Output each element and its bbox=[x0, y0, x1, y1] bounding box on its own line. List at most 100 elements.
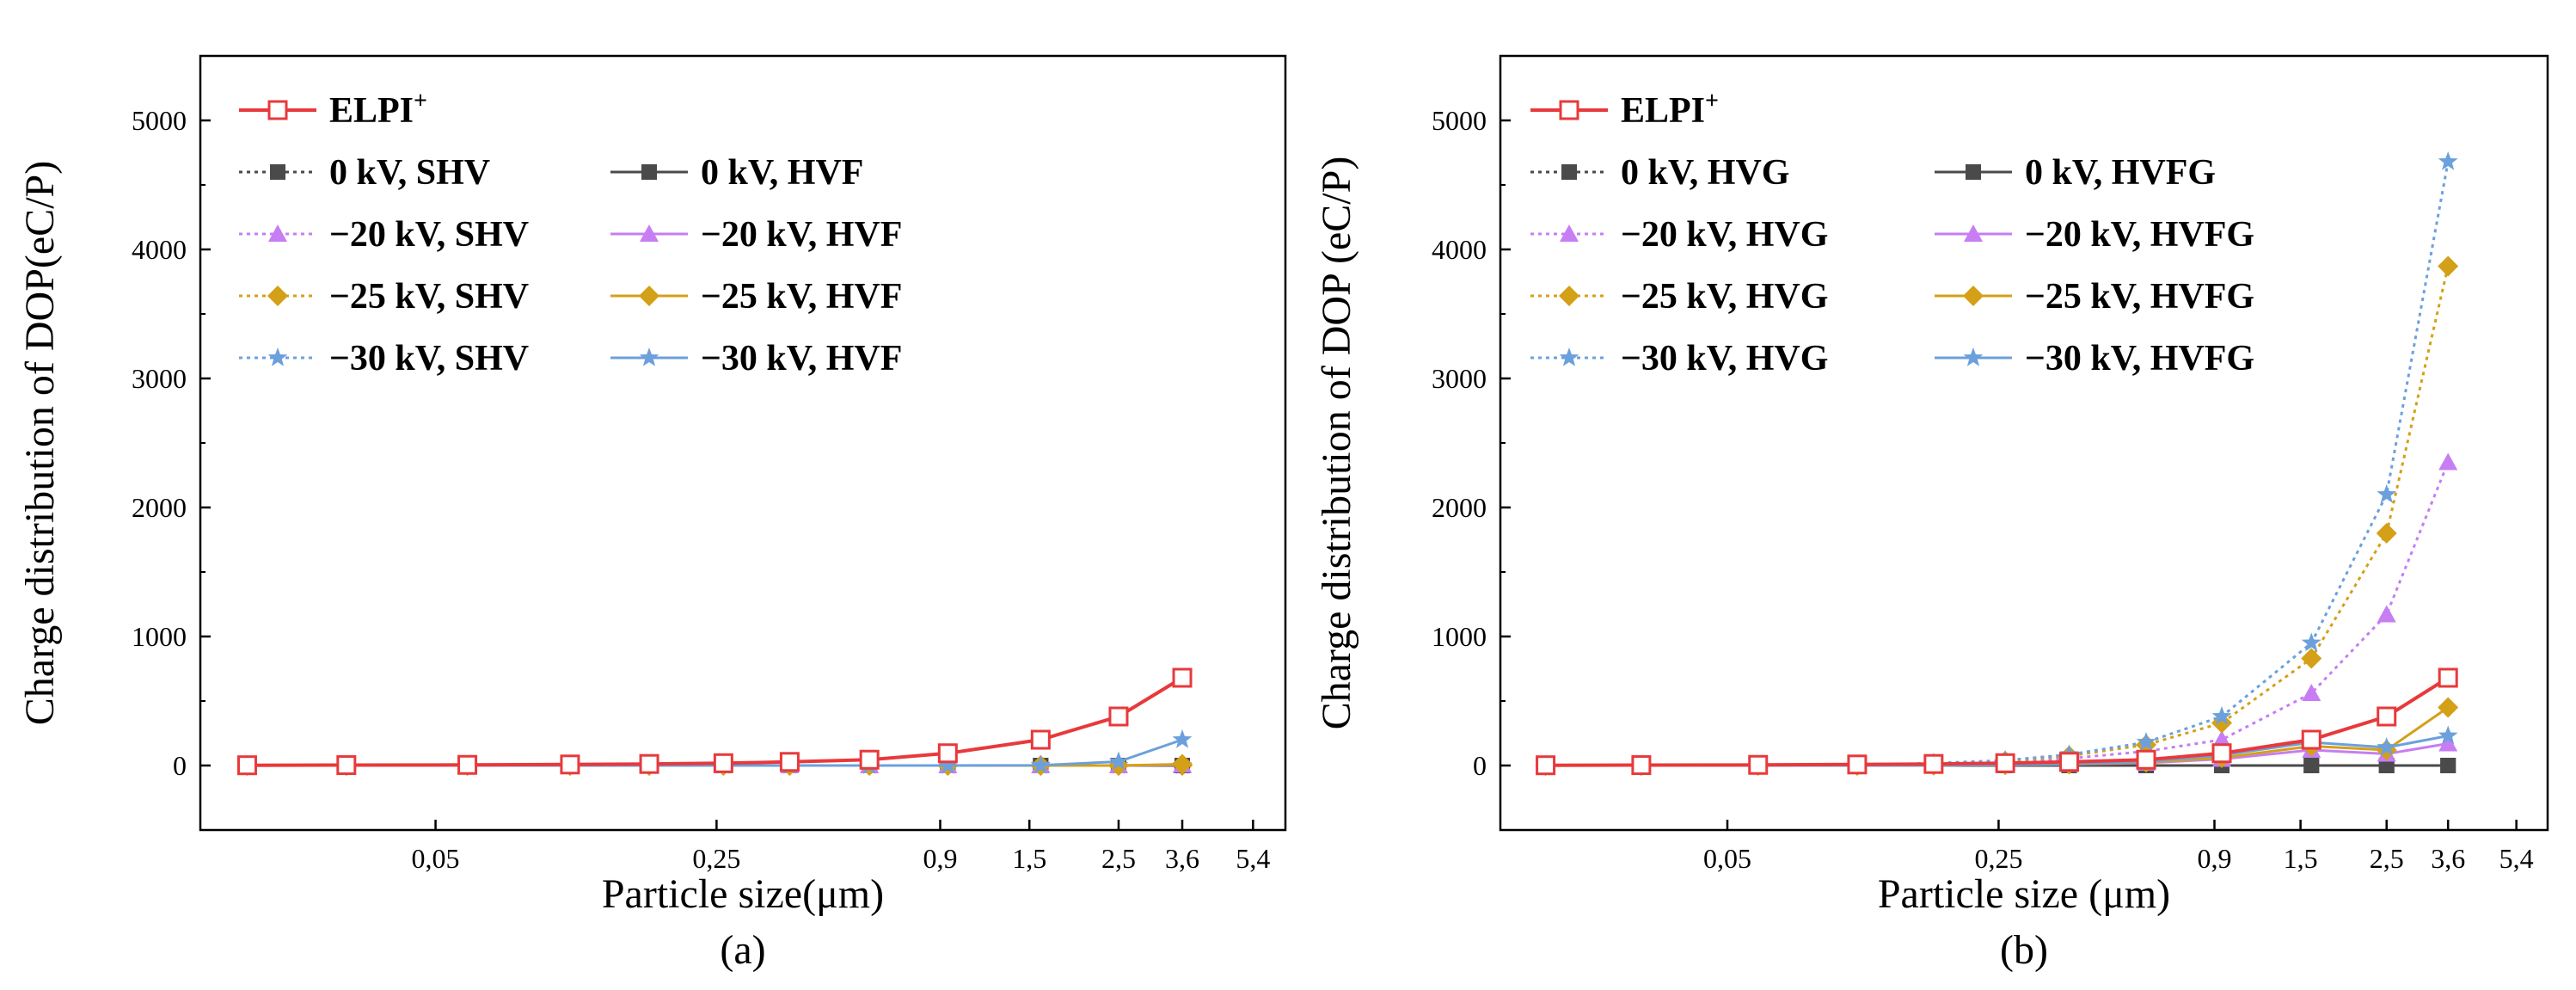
data-point bbox=[859, 749, 880, 770]
legend-label: −30 kV, HVF bbox=[701, 339, 902, 378]
legend-marker bbox=[267, 100, 288, 120]
legend-marker bbox=[640, 224, 659, 242]
legend-label: 0 kV, HVFG bbox=[2025, 153, 2216, 193]
data-point bbox=[457, 754, 478, 775]
series-line bbox=[247, 676, 1184, 767]
legend-marker bbox=[1559, 100, 1579, 120]
legend-label: −30 kV, HVFG bbox=[2025, 339, 2254, 378]
x-axis-title: Particle size (μm) bbox=[1878, 871, 2170, 917]
data-point bbox=[2302, 684, 2321, 701]
x-tick-label: 5,4 bbox=[1236, 843, 1270, 874]
x-tick-label: 0,9 bbox=[923, 843, 957, 874]
data-point bbox=[2377, 484, 2397, 503]
data-point bbox=[1172, 753, 1193, 775]
legend-label: −20 kV, SHV bbox=[329, 215, 529, 255]
legend-marker bbox=[1963, 286, 1984, 306]
x-tick-label: 0,05 bbox=[1703, 843, 1751, 874]
series-elpi- bbox=[236, 667, 1193, 776]
data-point bbox=[937, 743, 958, 764]
data-point bbox=[2376, 523, 2397, 544]
legend-marker bbox=[1560, 224, 1579, 242]
y-tick-label: 1000 bbox=[132, 621, 187, 652]
legend-label: ELPI+ bbox=[1621, 88, 1719, 131]
legend-label: −20 kV, HVG bbox=[1621, 215, 1828, 255]
panel-label: (a) bbox=[720, 927, 765, 973]
data-point bbox=[2438, 725, 2458, 745]
y-tick-label: 0 bbox=[1473, 750, 1487, 781]
series--20-kv-hvg bbox=[1536, 452, 2458, 773]
data-point bbox=[639, 753, 659, 774]
legend: ELPI+ 0 kV, SHV −20 kV, SHV −25 kV, SHV −30 … bbox=[239, 88, 902, 378]
data-point bbox=[2303, 758, 2320, 773]
panel-a: 0 1000 2000 3000 4000 5000 0,05 0,25 0,9 1,5 2,5 3,… bbox=[17, 54, 1287, 973]
x-tick-label: 3,6 bbox=[1165, 843, 1199, 874]
legend-marker bbox=[1963, 347, 1984, 366]
legend-label-sup: + bbox=[1705, 88, 1719, 114]
y-tick-label: 1000 bbox=[1432, 621, 1487, 652]
data-point bbox=[2059, 752, 2080, 772]
data-point bbox=[560, 754, 580, 775]
x-tick-label: 0,9 bbox=[2197, 843, 2231, 874]
x-tick-label: 0,05 bbox=[412, 843, 460, 874]
legend-marker bbox=[1559, 347, 1579, 366]
data-point bbox=[1748, 754, 1769, 775]
data-point bbox=[2211, 706, 2232, 725]
legend-marker bbox=[1559, 286, 1579, 306]
data-point bbox=[2377, 737, 2397, 756]
data-point bbox=[2301, 729, 2321, 750]
data-point bbox=[1108, 706, 1129, 727]
data-point bbox=[1108, 751, 1129, 771]
legend-label-sup: + bbox=[414, 88, 427, 114]
legend-label: ELPI+ bbox=[329, 88, 427, 131]
y-tick-label: 3000 bbox=[132, 363, 187, 394]
data-point bbox=[2136, 732, 2156, 751]
data-point bbox=[937, 755, 958, 774]
data-point bbox=[2212, 730, 2232, 747]
panel-label: (b) bbox=[2000, 927, 2048, 973]
legend-marker bbox=[1561, 164, 1577, 180]
legend-label: −20 kV, HVF bbox=[701, 215, 902, 255]
x-tick-label: 2,5 bbox=[1101, 843, 1136, 874]
data-point bbox=[2211, 743, 2232, 764]
data-point bbox=[1172, 667, 1193, 688]
x-tick-label: 2,5 bbox=[2370, 843, 2404, 874]
legend-marker bbox=[267, 286, 288, 306]
legend-label: −30 kV, SHV bbox=[329, 339, 529, 378]
x-tick-label: 1,5 bbox=[1012, 843, 1046, 874]
x-tick-label: 1,5 bbox=[2284, 843, 2318, 874]
data-point bbox=[2438, 452, 2458, 470]
x-tick-label: 5,4 bbox=[2499, 843, 2534, 874]
x-tick-label: 3,6 bbox=[2431, 843, 2465, 874]
legend-marker bbox=[268, 224, 287, 242]
y-axis-title: Charge distribution of DOP (eC/P) bbox=[1314, 157, 1359, 730]
data-point bbox=[1172, 729, 1193, 748]
y-tick-label: 5000 bbox=[132, 105, 187, 136]
data-point bbox=[713, 753, 733, 773]
series-line bbox=[1545, 461, 2450, 767]
data-point bbox=[2438, 255, 2459, 277]
y-tick-label: 4000 bbox=[132, 234, 187, 265]
series--25-kv-hvg bbox=[1535, 255, 2459, 776]
y-axis-title: Charge distribution of DOP(eC/P) bbox=[17, 161, 63, 725]
y-tick-label: 3000 bbox=[1432, 363, 1487, 394]
legend-marker bbox=[639, 286, 659, 306]
y-tick-label: 2000 bbox=[132, 492, 187, 523]
legend-label: 0 kV, HVF bbox=[701, 153, 863, 193]
legend-marker bbox=[641, 164, 657, 180]
legend-marker bbox=[1964, 224, 1983, 242]
data-point bbox=[2438, 697, 2459, 718]
legend-marker bbox=[267, 347, 288, 366]
data-point bbox=[2440, 758, 2456, 773]
x-tick-label: 0,25 bbox=[1974, 843, 2022, 874]
legend-label: −25 kV, SHV bbox=[329, 277, 529, 317]
panel-b: 0 1000 2000 3000 4000 5000 0,05 0,25 0,9 1,5 2,5 3,… bbox=[1314, 54, 2549, 973]
data-point bbox=[2438, 151, 2458, 170]
data-point bbox=[2438, 667, 2458, 688]
data-point bbox=[1030, 729, 1051, 750]
x-tick-label: 0,25 bbox=[692, 843, 740, 874]
y-tick-label: 0 bbox=[173, 750, 187, 781]
data-point bbox=[1631, 755, 1652, 776]
legend-label: −20 kV, HVFG bbox=[2025, 215, 2254, 255]
legend-label: −30 kV, HVG bbox=[1621, 339, 1828, 378]
data-point bbox=[2377, 605, 2396, 623]
